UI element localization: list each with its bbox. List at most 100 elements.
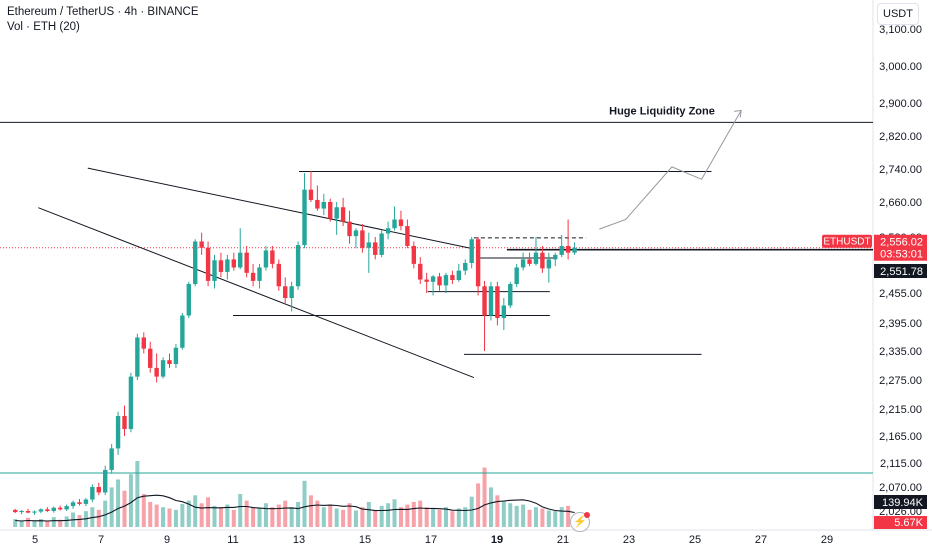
- candle-body: [115, 416, 121, 449]
- candle-body: [308, 189, 314, 200]
- candle-body: [19, 511, 24, 513]
- candle-body: [186, 284, 191, 316]
- volume-ma-tag: [874, 495, 927, 509]
- volume-ma-text: 139.94K: [882, 497, 924, 509]
- candle-body: [231, 259, 236, 268]
- volume-bar: [225, 504, 230, 527]
- price-tick-label: 2,275.00: [879, 375, 922, 387]
- volume-bar: [437, 509, 442, 527]
- candle-body: [315, 199, 320, 209]
- volume-bar: [180, 503, 185, 527]
- candle-body: [276, 263, 282, 287]
- countdown-text: 03:53:01: [880, 249, 923, 261]
- volume-bar: [212, 505, 217, 527]
- volume-bar: [154, 504, 159, 527]
- volume-bar: [26, 517, 31, 527]
- symbol-price-tag: [822, 234, 872, 248]
- volume-bar: [392, 499, 397, 527]
- candle-body: [540, 252, 545, 269]
- volume-bar: [270, 507, 275, 527]
- currency-button[interactable]: USDT: [877, 3, 919, 25]
- volume-bar: [135, 461, 140, 527]
- volume-bar: [450, 511, 455, 527]
- candle-body: [64, 506, 69, 510]
- volume-bar: [334, 508, 339, 527]
- price-tick-label: 2,900.00: [879, 98, 922, 110]
- volume-bar: [302, 480, 307, 527]
- volume-bar: [540, 508, 545, 527]
- volume-bar: [411, 501, 416, 527]
- alert-icon[interactable]: ⚡: [570, 512, 590, 532]
- candle-body: [83, 499, 89, 504]
- current-level-text: 2,551.78: [880, 266, 923, 278]
- candle-body: [257, 267, 262, 281]
- candle-body: [58, 507, 63, 510]
- volume-bar: [167, 508, 172, 527]
- candle-body: [553, 254, 558, 260]
- liquidity-zone-label: Huge Liquidity Zone: [609, 105, 715, 117]
- volume-bar: [218, 507, 223, 527]
- candle-body: [321, 202, 327, 209]
- volume-bar: [199, 503, 204, 527]
- candle-body: [96, 487, 101, 493]
- price-tick-label: 2,740.00: [879, 164, 922, 176]
- volume-bar: [276, 504, 281, 527]
- time-tick-label: 19: [491, 534, 503, 546]
- volume-bar: [251, 507, 256, 527]
- candle-body: [122, 416, 127, 429]
- volume-bar: [96, 509, 101, 527]
- candle-body: [527, 259, 532, 264]
- time-tick-label: 13: [293, 534, 305, 546]
- volume-bar: [128, 474, 133, 527]
- candle-body: [90, 487, 95, 500]
- volume-bar: [521, 504, 526, 527]
- time-tick-label: 9: [164, 534, 170, 546]
- volume-bar: [405, 504, 410, 527]
- candle-body: [283, 286, 288, 298]
- current-volume-tag: [874, 516, 927, 529]
- candle-body: [160, 360, 166, 377]
- candle-body: [360, 230, 365, 248]
- volume-bar: [508, 503, 513, 527]
- volume-bar: [77, 515, 82, 527]
- price-tick-label: 2,455.00: [879, 288, 922, 300]
- symbol-title[interactable]: Ethereum / TetherUS · 4h · BINANCE: [7, 6, 199, 18]
- volume-bar: [173, 509, 178, 527]
- volume-bar: [501, 500, 506, 527]
- candle-body: [32, 511, 37, 513]
- candle-body: [366, 242, 372, 248]
- candle-body: [38, 509, 44, 512]
- volume-bar: [553, 511, 558, 527]
- candle-body: [135, 337, 140, 377]
- volume-bar: [431, 508, 436, 527]
- volume-bar: [109, 487, 114, 527]
- candle-body: [482, 286, 487, 316]
- candle-body: [244, 252, 249, 273]
- volume-bar: [122, 490, 127, 527]
- volume-bar: [379, 505, 384, 527]
- candle-body: [199, 241, 204, 248]
- volume-bar: [469, 496, 474, 527]
- candle-body: [430, 276, 436, 282]
- time-tick-label: 23: [623, 534, 635, 546]
- volume-bar: [321, 507, 326, 527]
- candle-body: [424, 279, 429, 282]
- candle-body: [546, 259, 552, 269]
- candle-body: [51, 507, 56, 511]
- volume-bar: [488, 487, 493, 527]
- volume-bar: [482, 467, 487, 527]
- time-tick-label: 27: [755, 534, 767, 546]
- candle-body: [443, 275, 449, 286]
- candle-body: [495, 286, 500, 318]
- candle-body: [148, 348, 153, 368]
- volume-bar: [514, 505, 519, 527]
- candle-body: [141, 337, 146, 349]
- candle-body: [379, 233, 384, 255]
- time-tick-label: 25: [689, 534, 701, 546]
- candle-body: [340, 207, 346, 222]
- volume-bar: [424, 507, 429, 527]
- volume-bar: [386, 503, 391, 527]
- candle-body: [533, 252, 539, 264]
- volume-indicator-label[interactable]: Vol · ETH (20): [7, 21, 80, 33]
